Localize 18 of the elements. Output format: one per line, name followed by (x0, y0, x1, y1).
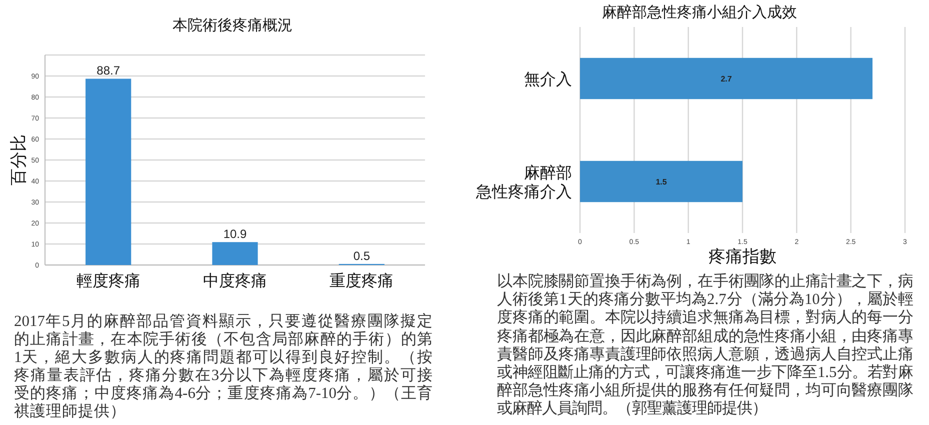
text: 以本院膝關節置換手術為例，在手術團隊的止痛計畫之下，病人術後第1天的疼痛分數平均為2.7分（滿分為10分），屬於輕度疼痛的範圍。本院以持續追求無痛為目標，對病人的每一分疼痛都極為在意，因此麻醉部組成的急性疼痛小組，由疼痛專責醫師及疼痛專責護理師依照病人意願，透過病人自控式止痛或神經阻斷止痛的方式，可讓疼痛進一步下降至1.5分。若對麻醉部急性疼痛小組所提供的服務有任何疑問，均可向醫療團隊或麻醉人員詢問。（郭聖薰護理師提供） (497, 273, 913, 418)
x-tick-label: 重度疼痛 (330, 272, 394, 290)
x-axis-title: 疼痛指數 (708, 247, 776, 266)
y-axis-title: 百分比 (9, 134, 28, 186)
data-label: 10.9 (223, 227, 247, 242)
y-tick-label: 無介入 (524, 70, 572, 88)
chart-title: 麻醉部急性疼痛小組介入成效 (602, 4, 797, 21)
text: 2017年5月的麻醉部品管資料顯示，只要遵從醫療團隊擬定的止痛計畫，在本院手術後（不包含局部麻醉的手術）的第1天，絕大多數病人的疼痛問題都可以得到良好控制。（按疼痛量表評估，疼痛分數在3分以下為輕度疼痛，屬於可接受的疼痛；中度疼痛為4-6分；重度疼痛為7-10分。）（王育祺護理師提供） (14, 313, 433, 420)
x-tick-label: 輕度疼痛 (76, 272, 140, 290)
data-label: 0.5 (353, 248, 370, 263)
x-tick-label: 中度疼痛 (203, 272, 267, 290)
chart-title: 本院術後疼痛概況 (172, 17, 292, 34)
bar (212, 242, 258, 265)
data-label: 2.7 (720, 74, 732, 84)
data-label: 1.5 (656, 178, 668, 186)
data-label: 88.7 (96, 64, 120, 78)
bar (86, 78, 132, 265)
y-tick-label: 麻醉部急性疼痛介入 (475, 164, 572, 201)
